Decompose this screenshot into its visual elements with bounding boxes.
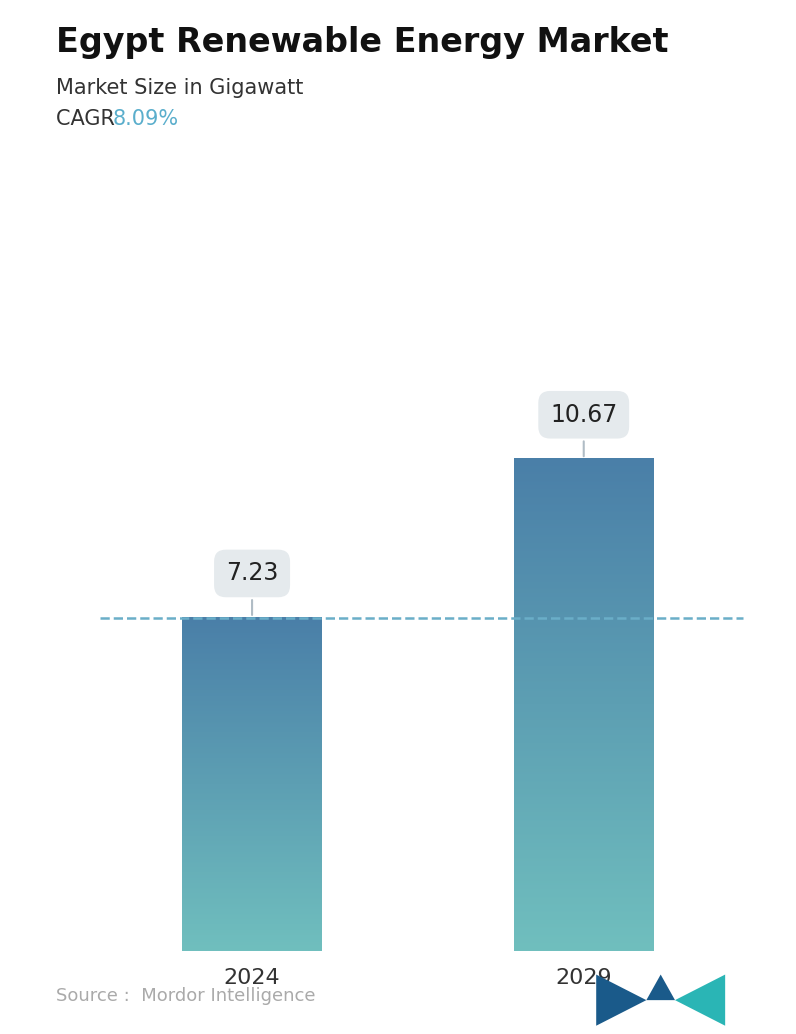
Text: 7.23: 7.23 (226, 561, 279, 615)
Text: Egypt Renewable Energy Market: Egypt Renewable Energy Market (56, 26, 668, 59)
Text: 10.67: 10.67 (550, 403, 618, 456)
Text: Market Size in Gigawatt: Market Size in Gigawatt (56, 78, 303, 97)
Text: Source :  Mordor Intelligence: Source : Mordor Intelligence (56, 987, 315, 1005)
Text: 8.09%: 8.09% (113, 109, 179, 128)
Text: CAGR: CAGR (56, 109, 121, 128)
Polygon shape (596, 974, 646, 1026)
Polygon shape (675, 974, 725, 1026)
Polygon shape (646, 974, 675, 1000)
